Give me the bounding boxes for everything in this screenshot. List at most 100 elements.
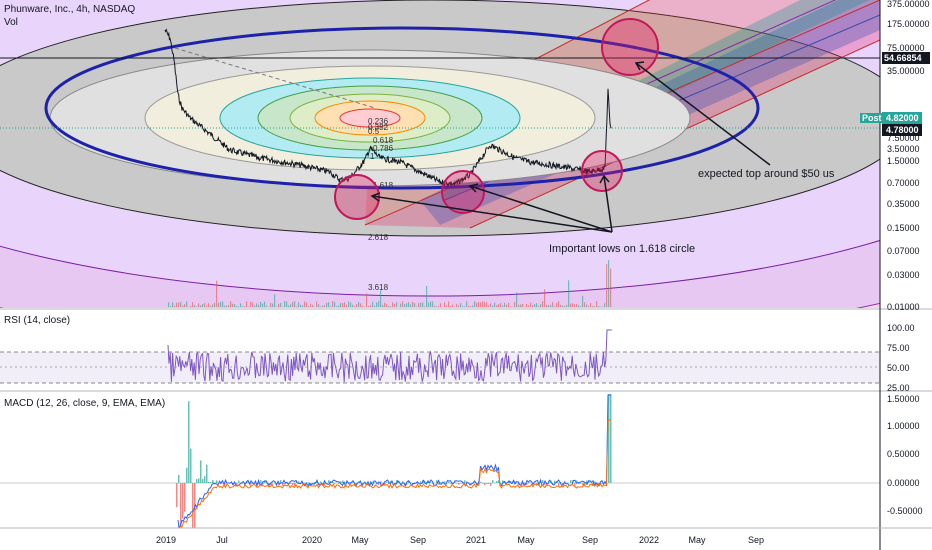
volume-bar bbox=[522, 303, 524, 307]
lows-note: Important lows on 1.618 circle bbox=[549, 243, 695, 255]
macd-hist-bar bbox=[338, 483, 340, 484]
low-circle-2[interactable] bbox=[441, 170, 485, 214]
volume-bar bbox=[580, 306, 582, 307]
volume-bar bbox=[400, 303, 402, 307]
volume-bar bbox=[238, 306, 240, 307]
volume-bar bbox=[358, 302, 360, 307]
volume-bar bbox=[490, 303, 492, 307]
price-tick-label: 0.70000 bbox=[887, 178, 920, 188]
rsi-pane[interactable]: RSI (14, close) bbox=[0, 315, 880, 384]
volume-bar bbox=[372, 301, 374, 307]
rsi-axis-ticks[interactable]: 100.00 75.00 50.00 25.00 bbox=[887, 323, 915, 393]
time-tick-label: May bbox=[517, 535, 535, 545]
macd-hist-bar bbox=[402, 481, 404, 483]
volume-bar bbox=[302, 305, 304, 307]
volume-bar bbox=[190, 305, 192, 307]
macd-hist-bar bbox=[594, 481, 596, 483]
macd-hist-bar bbox=[460, 483, 462, 484]
volume-bar bbox=[510, 306, 512, 307]
volume-bar bbox=[318, 304, 320, 307]
volume-bar bbox=[236, 305, 238, 307]
macd-hist-bar bbox=[262, 483, 264, 486]
macd-tick-label: 1.00000 bbox=[887, 421, 920, 431]
volume-bar bbox=[426, 285, 428, 307]
volume-bar bbox=[480, 302, 482, 307]
volume-bar bbox=[572, 303, 574, 307]
volume-bar bbox=[322, 305, 324, 307]
volume-bar bbox=[588, 305, 590, 307]
volume-bar bbox=[258, 304, 260, 307]
volume-bar bbox=[534, 304, 536, 307]
time-axis-ticks[interactable]: 2019 Jul 2020 May Sep 2021 May Sep 2022 May Sep bbox=[156, 535, 764, 545]
volume-bar bbox=[304, 301, 306, 307]
macd-axis-ticks[interactable]: 1.50000 1.00000 0.50000 0.00000 -0.50000 bbox=[887, 394, 923, 516]
volume-bar bbox=[488, 305, 490, 307]
macd-hist-bar bbox=[458, 483, 460, 485]
macd-hist-bar bbox=[320, 481, 322, 483]
price-axis-ticks[interactable]: 375.00000 175.00000 75.00000 35.00000 7.5000… bbox=[887, 0, 930, 312]
macd-hist-bar bbox=[484, 483, 486, 486]
volume-bar bbox=[174, 305, 176, 307]
volume-bar bbox=[470, 306, 472, 307]
volume-bar bbox=[568, 280, 570, 307]
fib-level-label: 3.618 bbox=[368, 283, 389, 292]
volume-bar bbox=[350, 302, 352, 307]
post-price-badge bbox=[882, 112, 922, 124]
volume-bar bbox=[330, 306, 332, 307]
fib-level-label: 0.236 bbox=[368, 117, 389, 126]
volume-bar bbox=[436, 306, 438, 307]
price-tick-label: 1.50000 bbox=[887, 156, 920, 166]
volume-bar bbox=[220, 301, 222, 307]
volume-bar bbox=[374, 305, 376, 307]
macd-hist-bar bbox=[184, 483, 186, 512]
volume-bar bbox=[496, 305, 498, 307]
rsi-tick-label: 50.00 bbox=[887, 363, 910, 373]
volume-bar bbox=[418, 303, 420, 307]
post-tag bbox=[860, 113, 882, 123]
volume-bar bbox=[234, 304, 236, 307]
fib-level-label: 1.618 bbox=[373, 181, 394, 190]
volume-bar bbox=[440, 303, 442, 307]
volume-bar bbox=[178, 302, 180, 307]
low-circle-3[interactable] bbox=[581, 150, 623, 192]
time-tick-label: 2021 bbox=[466, 535, 486, 545]
top-target-circle[interactable] bbox=[601, 18, 659, 76]
macd-hist-bar bbox=[314, 481, 316, 483]
macd-hist-bar bbox=[330, 481, 332, 483]
volume-bar bbox=[414, 303, 416, 307]
price-pane[interactable]: 0.2360.3820.50.6180.78611.6182.6183.618 … bbox=[0, 0, 932, 398]
macd-hist-bar bbox=[580, 483, 582, 484]
macd-hist-bar bbox=[198, 478, 200, 483]
rsi-title: RSI (14, close) bbox=[4, 315, 70, 326]
volume-bar bbox=[182, 305, 184, 307]
macd-hist-bar bbox=[542, 480, 544, 483]
volume-bar bbox=[452, 304, 454, 307]
macd-hist-bar bbox=[396, 480, 398, 483]
volume-bar bbox=[264, 301, 266, 307]
macd-hist-bar bbox=[280, 480, 282, 483]
volume-bar bbox=[250, 301, 252, 307]
macd-hist-bar bbox=[576, 480, 578, 483]
volume-bar bbox=[582, 295, 584, 307]
macd-hist-bar bbox=[308, 482, 310, 483]
volume-bar bbox=[226, 305, 228, 307]
macd-pane[interactable]: MACD (12, 26, close, 9, EMA, EMA) bbox=[0, 393, 880, 543]
macd-hist-bar bbox=[294, 483, 296, 486]
volume-bar bbox=[294, 301, 296, 307]
volume-bar bbox=[476, 302, 478, 307]
volume-bar bbox=[348, 301, 350, 307]
time-tick-label: Jul bbox=[216, 535, 228, 545]
volume-bar bbox=[566, 304, 568, 307]
main-ellipse[interactable] bbox=[44, 26, 760, 190]
volume-bar bbox=[420, 302, 422, 307]
volume-bar bbox=[504, 302, 506, 307]
time-tick-label: Sep bbox=[748, 535, 764, 545]
volume-bar bbox=[608, 260, 610, 307]
volume-bar bbox=[260, 301, 262, 307]
volume-bar bbox=[326, 302, 328, 307]
macd-hist-bar bbox=[438, 483, 440, 485]
volume-bar bbox=[564, 306, 566, 307]
volume-bar bbox=[176, 302, 178, 307]
